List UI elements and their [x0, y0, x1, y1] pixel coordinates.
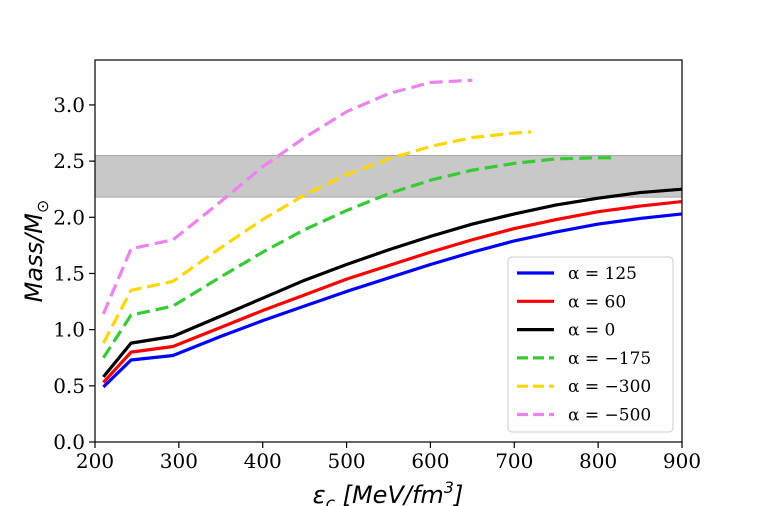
x-tick-label: 500 — [327, 449, 365, 473]
legend-label-5: α = −500 — [568, 406, 651, 426]
series-line-0 — [102, 212, 683, 389]
x-axis: 200 300 400 500 600 700 800 900 — [76, 442, 701, 473]
series-line-1 — [102, 199, 683, 384]
legend-label-4: α = −300 — [568, 377, 651, 397]
x-axis-label-unit: [MeV/fm — [335, 481, 444, 506]
plot-frame — [94, 59, 683, 443]
x-axis-label-epsilon: ε — [313, 481, 326, 506]
y-tick-label: 2.5 — [53, 149, 85, 173]
x-axis-label-sup: 3 — [444, 478, 454, 497]
x-tick-label: 900 — [663, 449, 701, 473]
x-tick-label: 600 — [411, 449, 449, 473]
x-tick-label: 700 — [495, 449, 533, 473]
legend-label-1: α = 60 — [568, 292, 626, 312]
legend-label-0: α = 125 — [568, 264, 637, 284]
y-tick-label: 0.5 — [53, 374, 85, 398]
y-axis-label: Mass/M⊙ — [20, 200, 52, 303]
legend-label-2: α = 0 — [568, 321, 615, 341]
x-tick-label: 400 — [244, 449, 282, 473]
series-line-5 — [101, 78, 473, 315]
x-axis-label: εc [MeV/fm3] — [313, 478, 464, 506]
series-line-4 — [101, 130, 532, 344]
y-axis: 0.0 0.5 1.0 1.5 2.0 2.5 3.0 — [53, 93, 95, 454]
legend: α = 125 α = 60 α = 0 α = −175 α = −300 α = −5… — [507, 256, 674, 433]
y-tick-label: 1.0 — [53, 318, 85, 342]
x-axis-label-sub: c — [326, 494, 336, 506]
y-tick-label: 2.0 — [53, 205, 85, 229]
band-layer — [95, 155, 682, 198]
series-layer — [101, 78, 683, 389]
y-tick-label: 3.0 — [53, 93, 85, 117]
series-line-2 — [102, 187, 683, 378]
y-axis-label-main: Mass/M — [20, 213, 48, 303]
x-tick-label: 800 — [579, 449, 617, 473]
legend-entries: α = 125 α = 60 α = 0 α = −175 α = −300 α = −5… — [517, 264, 651, 426]
mass-band — [95, 155, 682, 198]
x-tick-label: 300 — [160, 449, 198, 473]
y-tick-label: 0.0 — [53, 430, 85, 454]
x-tick-label: 200 — [76, 449, 114, 473]
y-tick-label: 1.5 — [53, 261, 85, 285]
y-axis-label-group: Mass/M⊙ — [20, 200, 52, 303]
series-line-3 — [102, 156, 615, 359]
legend-label-3: α = −175 — [568, 349, 651, 369]
y-axis-label-sub: ⊙ — [33, 200, 52, 213]
x-axis-label-close: ] — [453, 481, 463, 506]
